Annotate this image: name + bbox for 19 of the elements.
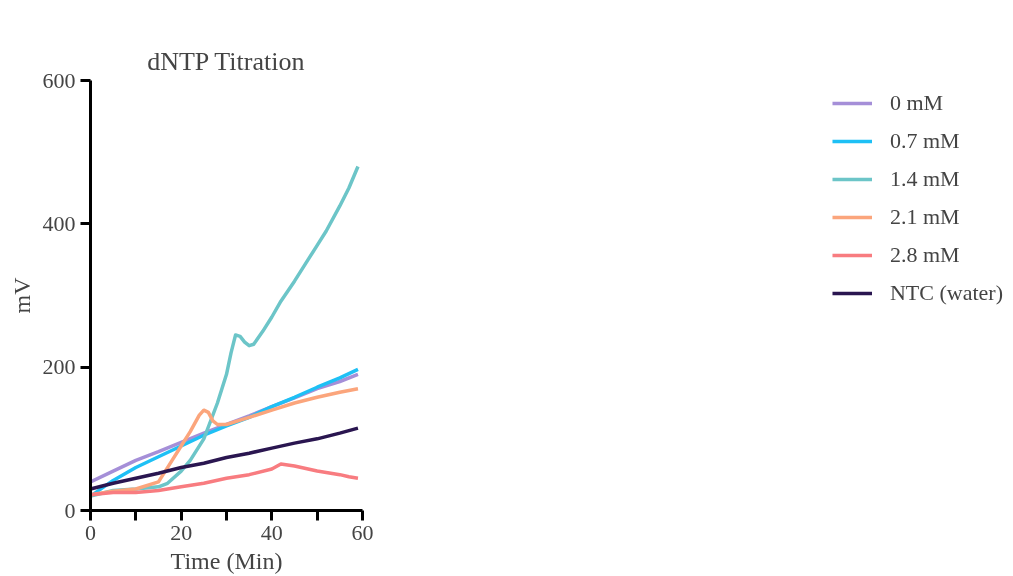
line-series <box>90 426 360 491</box>
y-axis-title: mV <box>8 276 35 314</box>
legend-label: 1.4 mM <box>889 166 960 192</box>
x-axis-title: Time (Min) <box>170 547 283 574</box>
y-tick-label: 0 <box>64 497 76 523</box>
line-series <box>90 462 360 497</box>
y-tick-label: 600 <box>42 67 76 93</box>
x-tick-label: 40 <box>260 519 283 545</box>
legend-label: 0 mM <box>889 90 944 116</box>
x-tick-label: 20 <box>170 519 193 545</box>
y-tick-label: 400 <box>42 210 76 236</box>
y-tick-label: 200 <box>42 354 76 380</box>
x-tick-label: 60 <box>351 519 374 545</box>
chart-title: dNTP Titration <box>147 46 305 76</box>
legend-label: 2.1 mM <box>889 204 960 230</box>
legend-label: 0.7 mM <box>889 128 960 154</box>
legend-label: 2.8 mM <box>889 242 960 268</box>
legend-label: NTC (water) <box>889 280 1003 306</box>
x-tick-label: 0 <box>85 519 96 545</box>
